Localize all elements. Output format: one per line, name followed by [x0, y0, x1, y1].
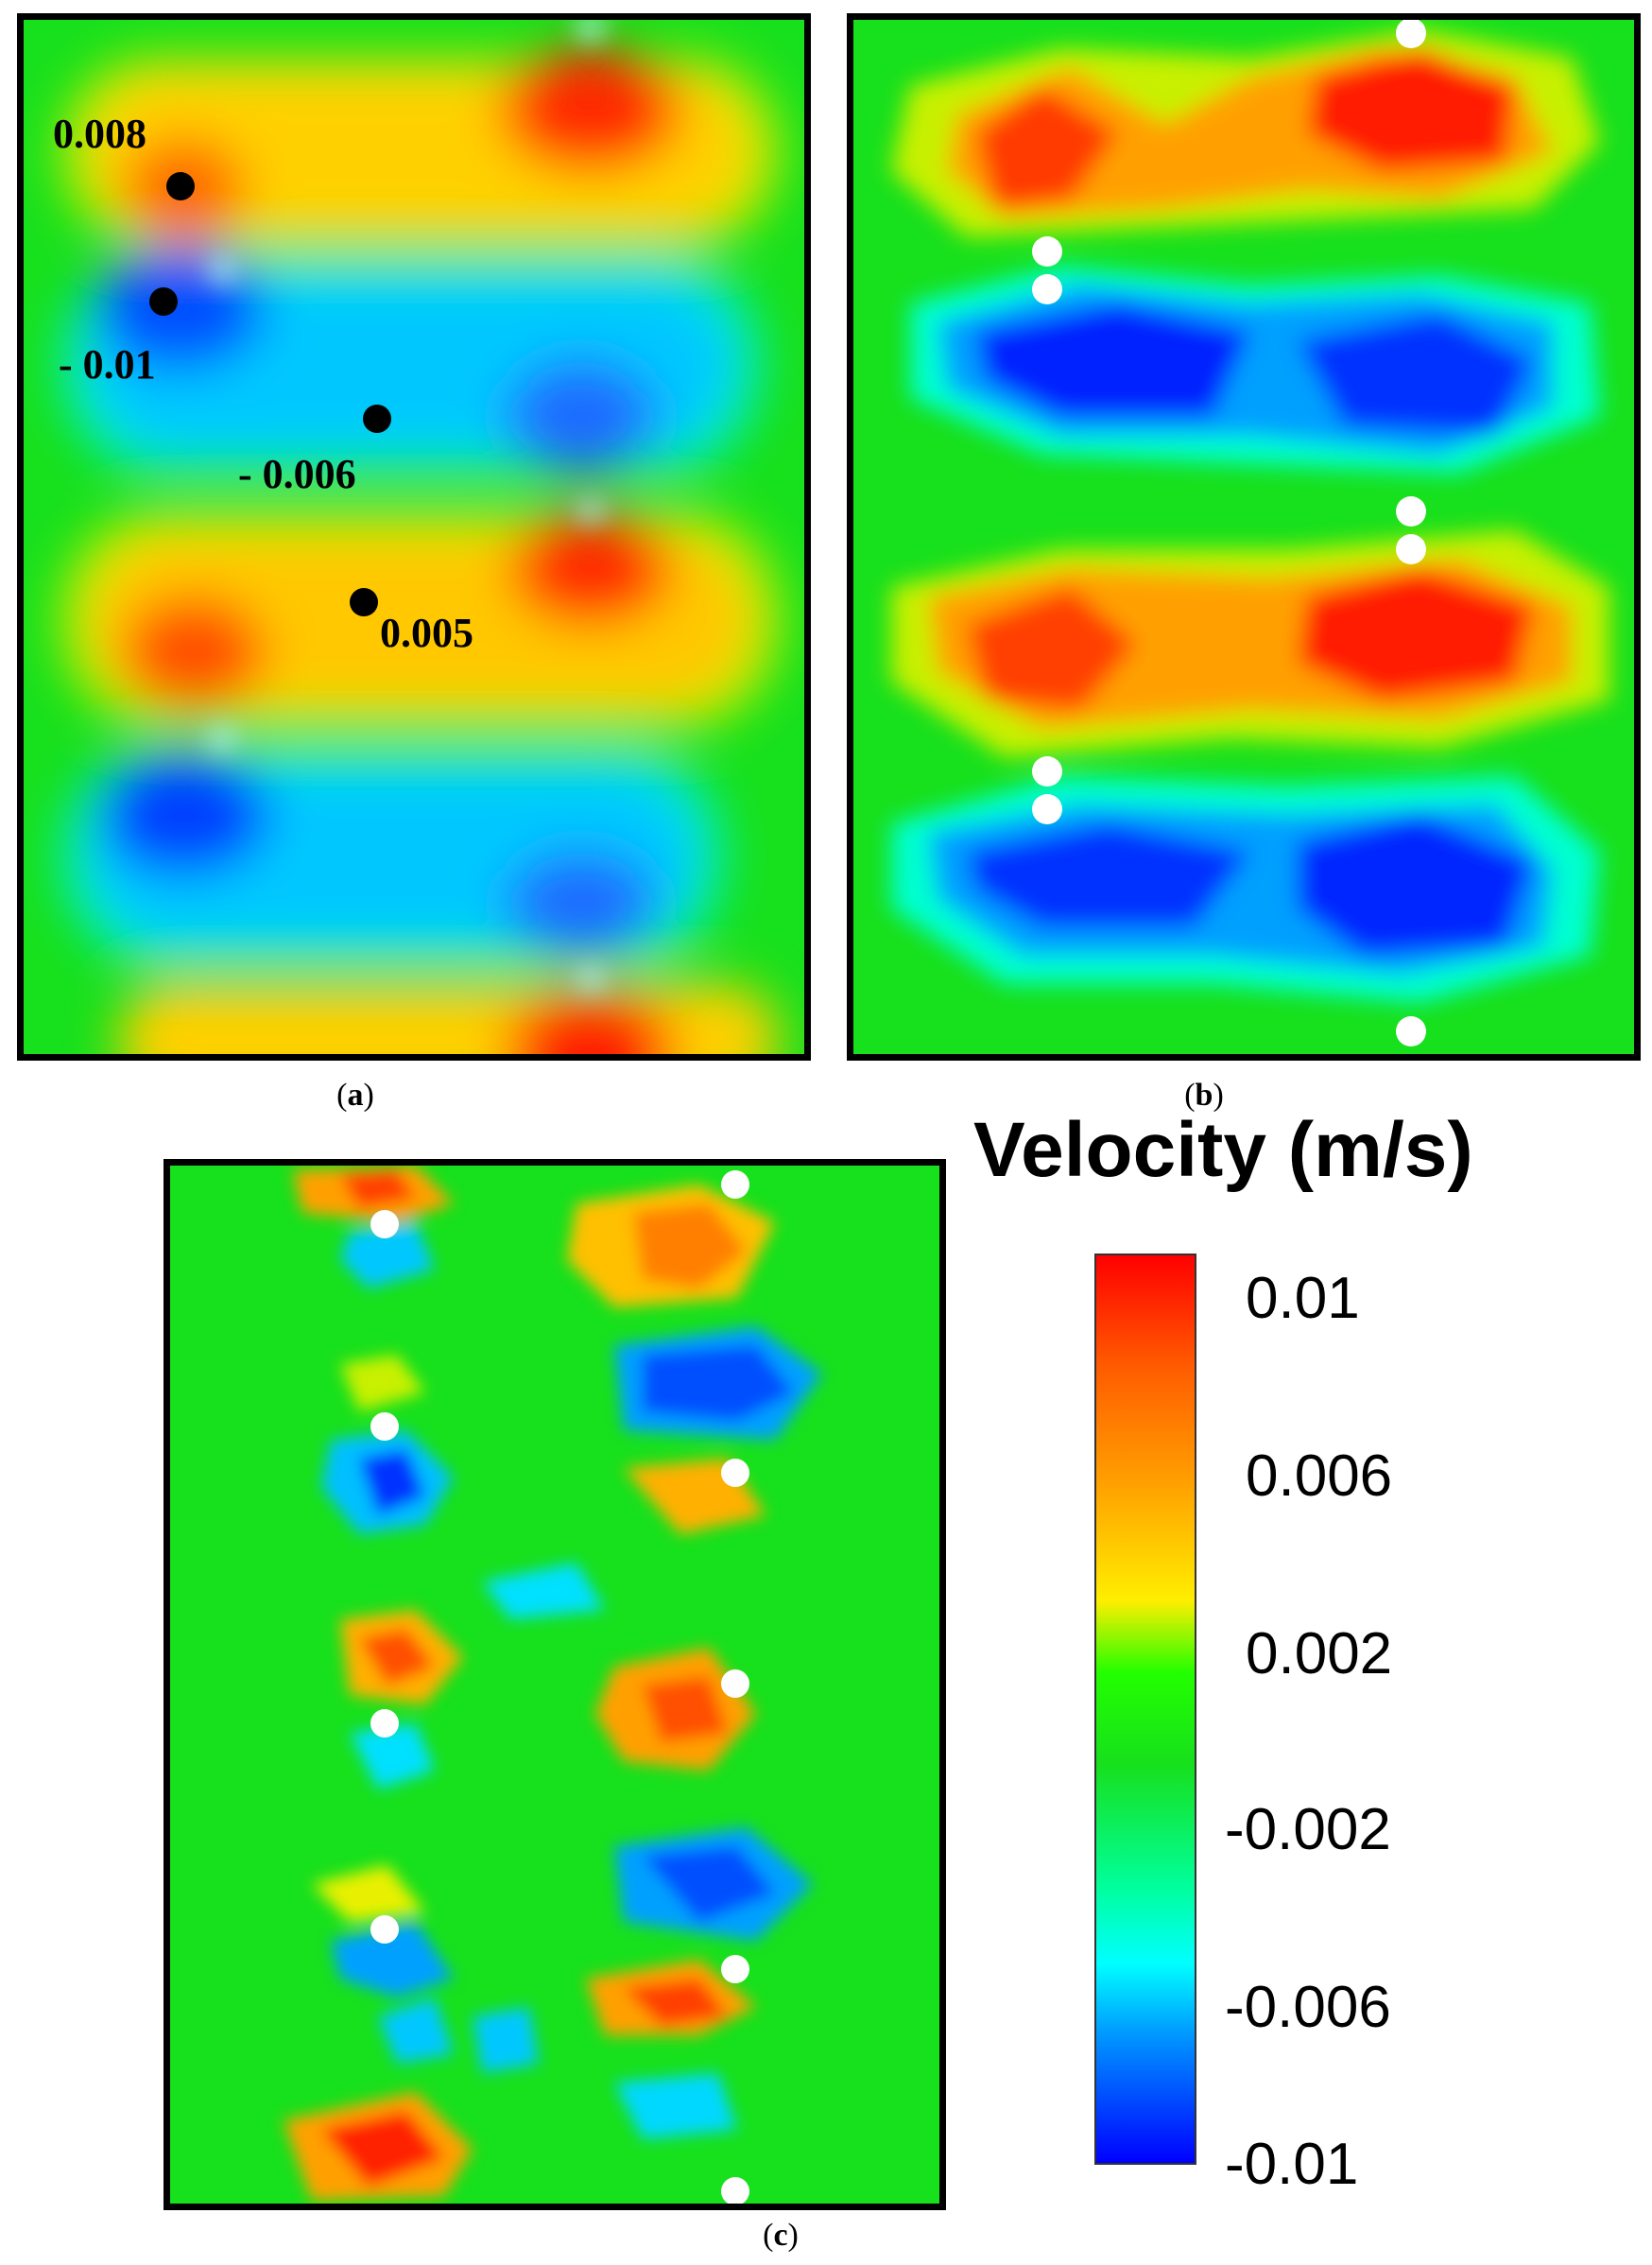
velocity-field-panel-c	[163, 1159, 946, 2210]
annotation-point-0005	[350, 588, 378, 616]
annotation-point-0006	[363, 405, 391, 433]
velocity-field-b-image	[853, 20, 1634, 1054]
velocity-field-a-image	[24, 20, 804, 1054]
annotation-point-0008	[166, 172, 195, 200]
caption-c: (c)	[763, 2218, 799, 2253]
colorbar-tick-0: 0.01	[1246, 1266, 1360, 1331]
annotation-label-0008: 0.008	[53, 111, 146, 157]
annotation-label-0005: 0.005	[380, 610, 473, 656]
colorbar-tick-1: 0.006	[1246, 1444, 1393, 1509]
colorbar-tick-2: 0.002	[1246, 1621, 1393, 1686]
annotation-label-001: - 0.01	[59, 341, 156, 388]
annotation-label-0006: - 0.006	[238, 451, 356, 497]
colorbar-tick-4: -0.006	[1225, 1975, 1391, 2040]
caption-a: (a)	[336, 1078, 374, 1113]
legend-title: Velocity (m/s)	[973, 1107, 1473, 1193]
velocity-field-c-image	[170, 1166, 939, 2204]
caption-b: (b)	[1184, 1078, 1224, 1113]
velocity-field-panel-a	[17, 13, 811, 1061]
colorbar-tick-5: -0.01	[1225, 2132, 1359, 2197]
colorbar-tick-3: -0.002	[1225, 1797, 1391, 1862]
velocity-colorbar	[1094, 1254, 1196, 2165]
annotation-point-001	[149, 287, 178, 316]
velocity-field-panel-b	[847, 13, 1641, 1061]
